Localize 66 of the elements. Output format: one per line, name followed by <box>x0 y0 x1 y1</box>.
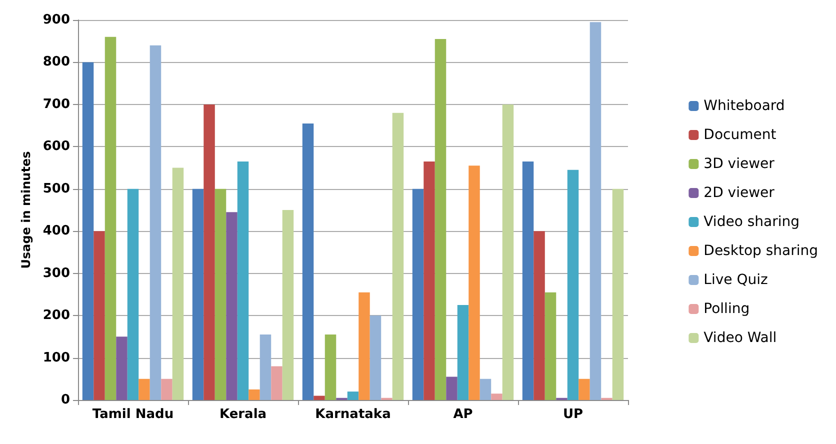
bar <box>94 231 105 400</box>
bar <box>370 316 382 400</box>
legend-label: 3D viewer <box>704 156 775 172</box>
y-tick-label: 600 <box>42 139 70 154</box>
legend-label: Whiteboard <box>704 98 785 114</box>
y-tick-label: 0 <box>60 392 70 408</box>
bar <box>204 104 215 400</box>
x-tick-label: Karnataka <box>315 407 391 422</box>
bar <box>412 188 424 400</box>
y-axis-title: Usage in minutes <box>18 151 33 269</box>
bar <box>347 392 359 400</box>
bar <box>358 292 370 400</box>
bar <box>578 378 590 400</box>
bar <box>104 36 116 400</box>
bar <box>502 104 514 400</box>
bar <box>424 161 435 400</box>
bar <box>324 334 336 400</box>
y-tick-label: 900 <box>42 12 70 28</box>
bar <box>491 394 502 400</box>
bar <box>457 305 469 400</box>
bar <box>534 231 545 400</box>
x-tick-label: Tamil Nadu <box>92 407 174 422</box>
legend-label: Document <box>704 127 777 143</box>
bar <box>446 376 458 400</box>
x-tick-label: Kerala <box>219 407 267 422</box>
bar <box>590 22 602 400</box>
y-tick-label: 200 <box>42 308 70 324</box>
bar <box>161 378 172 400</box>
y-tick-label: 100 <box>42 350 70 366</box>
bar <box>150 45 162 400</box>
bar <box>237 161 249 400</box>
bar <box>302 123 314 400</box>
bar <box>214 188 226 400</box>
bar <box>480 378 492 400</box>
bar <box>468 166 480 400</box>
y-tick-label: 700 <box>42 96 70 112</box>
bar <box>82 62 94 400</box>
bar <box>522 161 534 400</box>
bar <box>271 366 282 400</box>
bar <box>314 396 325 400</box>
legend-label: Video sharing <box>704 214 800 230</box>
bar <box>392 112 404 400</box>
legend-label: Live Quiz <box>704 272 768 288</box>
bar <box>612 188 624 400</box>
y-tick-label: 300 <box>42 266 70 281</box>
bar <box>116 336 128 400</box>
bar <box>248 389 260 400</box>
bar <box>192 188 204 400</box>
legend-label: Desktop sharing <box>704 243 818 259</box>
legend-label: Polling <box>704 301 750 317</box>
x-tick-label: AP <box>453 407 473 422</box>
legend-label: Video Wall <box>704 330 777 346</box>
bar <box>544 292 556 400</box>
bar <box>172 168 184 400</box>
y-tick-label: 400 <box>42 224 70 239</box>
bar <box>567 170 579 400</box>
x-tick-label: UP <box>562 407 584 422</box>
legend-label: 2D viewer <box>704 185 775 201</box>
y-tick-label: 500 <box>42 181 70 196</box>
bar <box>434 39 446 400</box>
bar <box>138 378 150 400</box>
bar <box>127 188 139 400</box>
bar <box>260 334 272 400</box>
y-tick-label: 800 <box>42 54 70 70</box>
bar <box>282 210 294 400</box>
bar <box>226 212 238 400</box>
